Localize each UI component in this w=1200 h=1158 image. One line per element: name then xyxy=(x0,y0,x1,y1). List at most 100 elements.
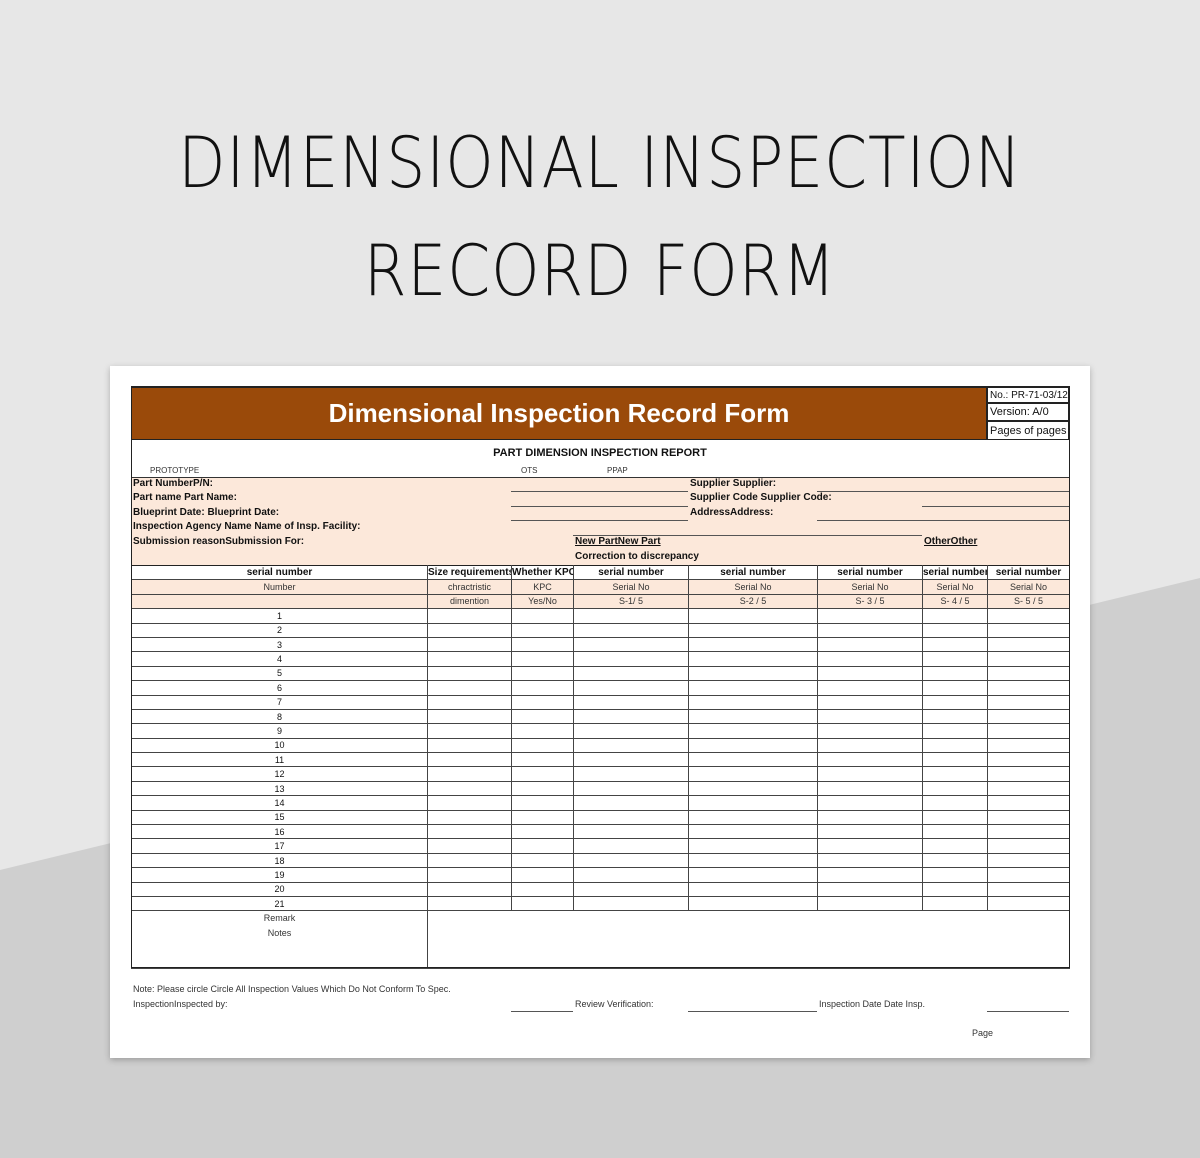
table-cell[interactable] xyxy=(573,824,689,840)
table-cell[interactable] xyxy=(688,737,818,754)
table-cell[interactable] xyxy=(987,622,1070,638)
table-cell[interactable] xyxy=(817,737,923,754)
table-cell[interactable] xyxy=(922,895,988,912)
remark-input[interactable] xyxy=(427,910,1070,970)
table-cell[interactable] xyxy=(817,622,923,638)
table-cell[interactable] xyxy=(573,852,689,869)
option-ppap[interactable]: PPAP xyxy=(607,466,628,475)
table-cell[interactable] xyxy=(922,665,988,682)
table-cell[interactable] xyxy=(427,723,512,739)
table-cell[interactable] xyxy=(817,608,923,624)
table-cell[interactable] xyxy=(511,795,574,811)
table-cell[interactable] xyxy=(817,824,923,840)
table-cell[interactable] xyxy=(427,881,512,897)
table-cell[interactable] xyxy=(573,795,689,811)
table-cell[interactable] xyxy=(573,708,689,725)
table-cell[interactable] xyxy=(427,737,512,754)
table-cell[interactable] xyxy=(688,680,818,696)
table-cell[interactable] xyxy=(817,651,923,667)
table-cell[interactable] xyxy=(511,708,574,725)
table-cell[interactable] xyxy=(573,608,689,624)
table-cell[interactable] xyxy=(427,708,512,725)
table-cell[interactable] xyxy=(922,636,988,653)
correction-option[interactable]: Correction to discrepancy xyxy=(575,551,699,562)
table-cell[interactable] xyxy=(922,651,988,667)
table-cell[interactable] xyxy=(427,608,512,624)
table-cell[interactable] xyxy=(573,651,689,667)
table-cell[interactable] xyxy=(922,881,988,897)
part-name-input[interactable] xyxy=(511,506,688,507)
table-cell[interactable] xyxy=(817,766,923,782)
table-cell[interactable] xyxy=(987,708,1070,725)
table-cell[interactable] xyxy=(922,867,988,883)
table-cell[interactable] xyxy=(511,824,574,840)
table-cell[interactable] xyxy=(511,895,574,912)
table-cell[interactable] xyxy=(427,665,512,682)
table-cell[interactable] xyxy=(817,665,923,682)
table-cell[interactable] xyxy=(688,766,818,782)
table-cell[interactable] xyxy=(427,852,512,869)
part-number-input[interactable] xyxy=(511,491,688,492)
table-cell[interactable] xyxy=(573,867,689,883)
supplier-input[interactable] xyxy=(817,491,1069,492)
table-cell[interactable] xyxy=(688,636,818,653)
table-cell[interactable] xyxy=(817,694,923,710)
table-cell[interactable] xyxy=(688,752,818,768)
table-cell[interactable] xyxy=(817,895,923,912)
table-cell[interactable] xyxy=(688,622,818,638)
table-cell[interactable] xyxy=(511,636,574,653)
blueprint-date-input[interactable] xyxy=(511,520,688,521)
table-cell[interactable] xyxy=(987,752,1070,768)
table-cell[interactable] xyxy=(688,694,818,710)
table-cell[interactable] xyxy=(922,622,988,638)
table-cell[interactable] xyxy=(511,622,574,638)
table-cell[interactable] xyxy=(688,881,818,897)
table-cell[interactable] xyxy=(817,881,923,897)
table-cell[interactable] xyxy=(573,665,689,682)
inspected-by-input[interactable] xyxy=(511,1011,573,1012)
table-cell[interactable] xyxy=(573,881,689,897)
table-cell[interactable] xyxy=(817,723,923,739)
table-cell[interactable] xyxy=(511,694,574,710)
table-cell[interactable] xyxy=(987,824,1070,840)
table-cell[interactable] xyxy=(573,723,689,739)
table-cell[interactable] xyxy=(688,838,818,854)
table-cell[interactable] xyxy=(922,723,988,739)
table-cell[interactable] xyxy=(987,780,1070,797)
table-cell[interactable] xyxy=(511,723,574,739)
table-cell[interactable] xyxy=(817,708,923,725)
table-cell[interactable] xyxy=(817,680,923,696)
table-cell[interactable] xyxy=(688,780,818,797)
table-cell[interactable] xyxy=(922,752,988,768)
table-cell[interactable] xyxy=(573,752,689,768)
table-cell[interactable] xyxy=(688,824,818,840)
table-cell[interactable] xyxy=(511,766,574,782)
table-cell[interactable] xyxy=(511,838,574,854)
table-cell[interactable] xyxy=(427,780,512,797)
table-cell[interactable] xyxy=(922,694,988,710)
table-cell[interactable] xyxy=(427,752,512,768)
table-cell[interactable] xyxy=(427,795,512,811)
agency-input[interactable] xyxy=(573,535,922,536)
table-cell[interactable] xyxy=(987,795,1070,811)
table-cell[interactable] xyxy=(987,809,1070,826)
table-cell[interactable] xyxy=(987,665,1070,682)
table-cell[interactable] xyxy=(922,608,988,624)
table-cell[interactable] xyxy=(511,852,574,869)
table-cell[interactable] xyxy=(573,766,689,782)
date-input[interactable] xyxy=(987,1011,1069,1012)
table-cell[interactable] xyxy=(511,665,574,682)
table-cell[interactable] xyxy=(511,651,574,667)
table-cell[interactable] xyxy=(987,636,1070,653)
table-cell[interactable] xyxy=(427,895,512,912)
table-cell[interactable] xyxy=(688,867,818,883)
other-option[interactable]: OtherOther xyxy=(924,536,978,547)
table-cell[interactable] xyxy=(511,752,574,768)
table-cell[interactable] xyxy=(922,838,988,854)
table-cell[interactable] xyxy=(987,852,1070,869)
table-cell[interactable] xyxy=(427,867,512,883)
table-cell[interactable] xyxy=(427,694,512,710)
table-cell[interactable] xyxy=(817,838,923,854)
table-cell[interactable] xyxy=(511,780,574,797)
table-cell[interactable] xyxy=(817,852,923,869)
